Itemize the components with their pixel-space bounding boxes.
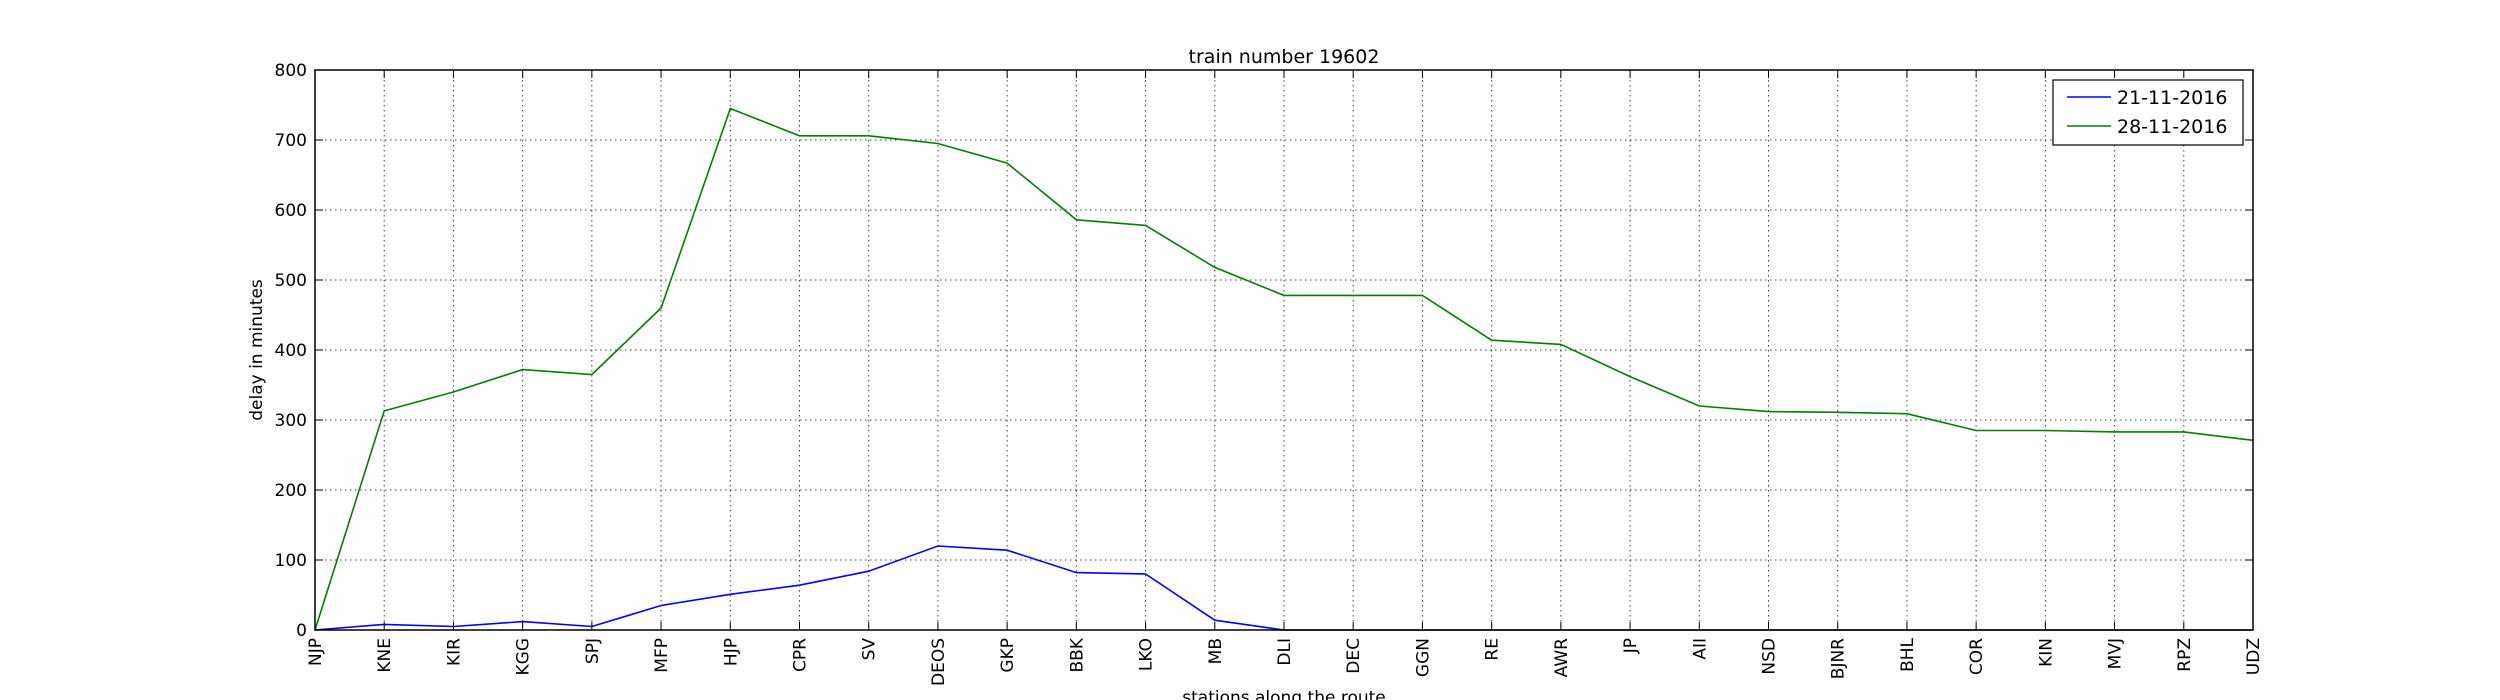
x-tick-label: BJNR (1829, 638, 1849, 679)
x-tick-label: DLI (1275, 638, 1295, 666)
x-axis-ticks: NJP KNE KIR KGG SPJ MFP HJP CPR SV DEOS GKP BBK LKO M… (306, 70, 2264, 686)
x-tick-label: SV (860, 638, 880, 661)
x-tick-label: GGN (1413, 638, 1433, 677)
x-tick-label: AII (1690, 638, 1710, 660)
series-line (314, 545, 2253, 631)
legend: 21-11-2016 28-11-2016 (2052, 79, 2244, 146)
x-tick-label: MFP (652, 638, 672, 673)
y-tick-label: 200 (275, 481, 307, 501)
y-axis-ticks: 0 100 200 300 400 500 600 700 800 (275, 61, 2253, 641)
x-tick-label: COR (1967, 638, 1987, 675)
x-axis-label: stations along the route (1182, 688, 1386, 700)
y-tick-label: 800 (275, 61, 307, 81)
x-tick-label: LKO (1137, 638, 1157, 671)
y-tick-label: 0 (296, 621, 307, 641)
x-tick-label: UDZ (2244, 638, 2264, 675)
x-tick-label: DEOS (929, 638, 949, 686)
series-line (314, 107, 2254, 631)
y-tick-label: 500 (275, 271, 307, 291)
legend-label: 28-11-2016 (2117, 116, 2227, 138)
x-tick-label: NSD (1760, 638, 1780, 675)
x-tick-label: RPZ (2175, 638, 2195, 672)
x-tick-label: MB (1206, 638, 1226, 664)
x-tick-label: GKP (998, 638, 1018, 673)
x-tick-label: AWR (1552, 638, 1572, 678)
x-tick-label: SPJ (583, 638, 603, 664)
x-tick-label: JP (1621, 638, 1641, 654)
x-tick-label: HJP (721, 638, 741, 666)
x-tick-label: NJP (306, 638, 326, 666)
x-tick-label: DEC (1344, 638, 1364, 674)
x-tick-label: KGG (514, 638, 534, 676)
chart-title: train number 19602 (1189, 46, 1380, 68)
x-tick-label: BBK (1067, 637, 1087, 672)
y-tick-label: 400 (275, 341, 307, 361)
y-tick-label: 600 (275, 201, 307, 221)
x-tick-label: MVJ (2106, 638, 2126, 669)
x-tick-label: KIR (444, 638, 464, 666)
x-tick-label: CPR (791, 638, 811, 672)
legend-box (2052, 79, 2244, 146)
x-tick-label: KIN (2036, 638, 2056, 667)
legend-label: 21-11-2016 (2117, 87, 2227, 109)
x-tick-label: BHL (1898, 637, 1918, 671)
y-axis-label: delay in minutes (247, 279, 267, 421)
x-tick-label: KNE (375, 638, 395, 673)
x-tick-label: RE (1483, 638, 1503, 661)
y-tick-label: 300 (275, 411, 307, 431)
y-tick-label: 700 (275, 131, 307, 151)
series-lines (314, 107, 2254, 631)
y-tick-label: 100 (275, 551, 307, 571)
grid (314, 69, 2254, 631)
